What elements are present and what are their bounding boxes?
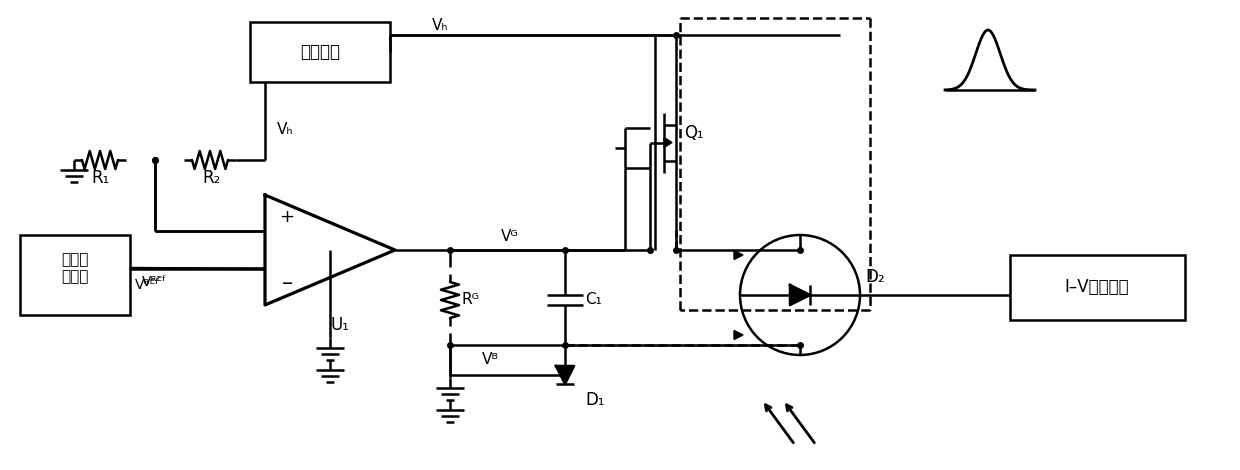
Polygon shape <box>556 366 574 384</box>
Text: C₁: C₁ <box>584 292 601 307</box>
Text: Vᴮ: Vᴮ <box>481 352 498 367</box>
Text: Vᴿᴱᶠ: Vᴿᴱᶠ <box>143 275 167 289</box>
Text: U₁: U₁ <box>331 316 350 334</box>
Text: Vₕ: Vₕ <box>277 123 294 138</box>
Text: 参考电
压电路: 参考电 压电路 <box>61 252 89 284</box>
Bar <box>1011 255 1185 320</box>
Text: D₂: D₂ <box>866 268 885 286</box>
Text: Vₕ: Vₕ <box>432 17 448 32</box>
Text: +: + <box>279 208 295 226</box>
Polygon shape <box>734 330 743 339</box>
Text: Vᴳ: Vᴳ <box>501 228 518 243</box>
Text: Q₁: Q₁ <box>684 124 704 141</box>
Text: 高压电路: 高压电路 <box>300 43 340 61</box>
Text: Vᴿᴱᶠ: Vᴿᴱᶠ <box>135 278 161 292</box>
Text: Rᴳ: Rᴳ <box>461 292 479 307</box>
Bar <box>250 22 391 82</box>
Text: D₁: D₁ <box>585 391 605 409</box>
Polygon shape <box>663 138 672 148</box>
Polygon shape <box>790 285 810 305</box>
Text: R₁: R₁ <box>91 169 109 187</box>
Bar <box>20 235 130 315</box>
Text: R₂: R₂ <box>203 169 221 187</box>
Polygon shape <box>734 251 743 259</box>
Text: –: – <box>281 273 293 293</box>
Text: I–V转换电路: I–V转换电路 <box>1065 278 1130 296</box>
